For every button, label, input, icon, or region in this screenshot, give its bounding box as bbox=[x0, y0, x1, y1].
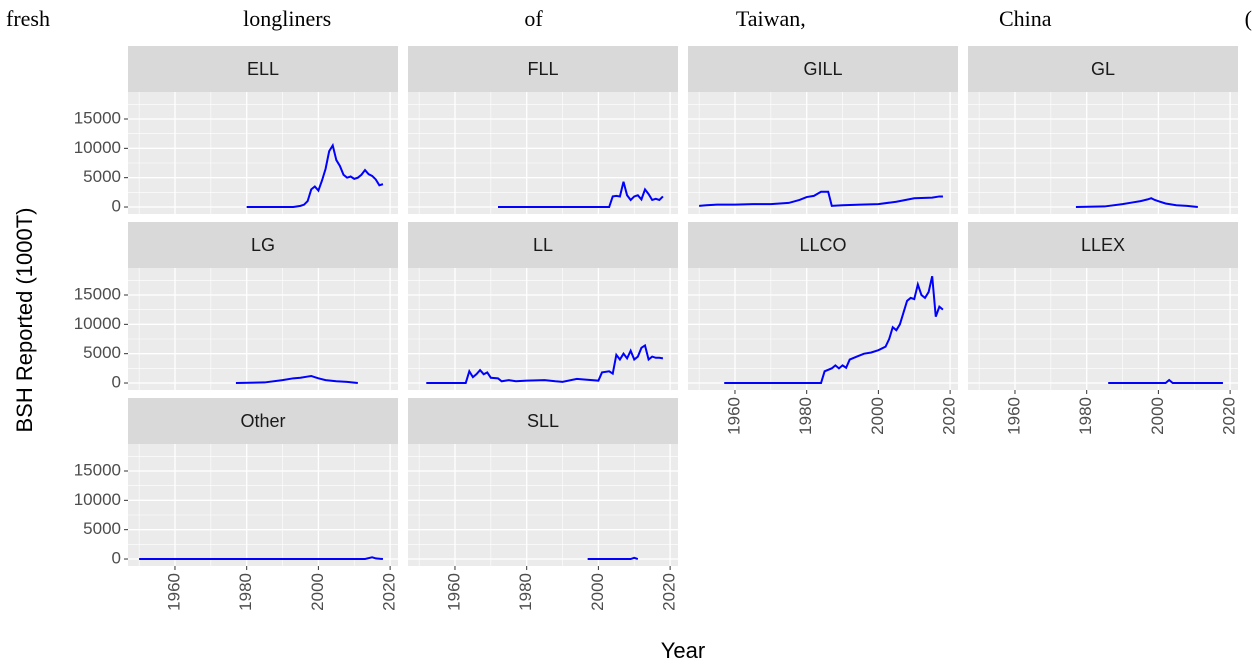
x-axis-title: Year bbox=[661, 638, 705, 663]
x-tick-label: 1960 bbox=[724, 397, 743, 435]
y-tick-label: 0 bbox=[112, 373, 121, 392]
panel-background bbox=[408, 92, 678, 214]
x-tick-label: 2020 bbox=[940, 397, 959, 435]
y-tick-label: 5000 bbox=[83, 167, 121, 186]
strip bbox=[128, 222, 398, 268]
header-word: fresh bbox=[6, 6, 50, 31]
strip-label: GILL bbox=[803, 59, 842, 79]
x-tick-label: 2020 bbox=[660, 573, 679, 611]
line bbox=[246, 142, 384, 209]
strip bbox=[128, 398, 398, 444]
panel-background bbox=[408, 268, 678, 390]
strip bbox=[968, 222, 1238, 268]
x-tick-label: 1980 bbox=[1076, 397, 1095, 435]
line bbox=[139, 556, 384, 561]
line bbox=[1108, 378, 1223, 385]
x-tick-label: 2000 bbox=[308, 573, 327, 611]
strip-label: LLCO bbox=[799, 235, 846, 255]
y-tick-label: 5000 bbox=[83, 519, 121, 538]
panel-background bbox=[128, 444, 398, 566]
panel-background bbox=[968, 92, 1238, 214]
x-tick-label: 1980 bbox=[236, 573, 255, 611]
x-tick-label: 2000 bbox=[588, 573, 607, 611]
x-tick-label: 2020 bbox=[380, 573, 399, 611]
strip bbox=[408, 222, 678, 268]
x-tick-label: 2000 bbox=[868, 397, 887, 435]
header-word: Taiwan, bbox=[735, 6, 806, 31]
strip-label: LL bbox=[533, 235, 553, 255]
panel-background bbox=[128, 268, 398, 390]
line bbox=[498, 181, 664, 209]
strip bbox=[128, 46, 398, 92]
y-tick-label: 15000 bbox=[74, 284, 121, 303]
line bbox=[1075, 197, 1198, 209]
panel-background bbox=[968, 268, 1238, 390]
header-word: longliners bbox=[243, 6, 332, 31]
x-tick-label: 1960 bbox=[444, 573, 463, 611]
line bbox=[699, 190, 943, 207]
panel-background bbox=[408, 444, 678, 566]
header-word: China bbox=[998, 6, 1052, 31]
panel-background bbox=[128, 92, 398, 214]
header-text: fresh longliners of Taiwan, China ( bbox=[0, 6, 1252, 36]
strip bbox=[968, 46, 1238, 92]
line bbox=[587, 556, 639, 561]
x-tick-label: 1960 bbox=[164, 573, 183, 611]
header-word: of bbox=[524, 6, 543, 31]
strip bbox=[408, 398, 678, 444]
x-tick-label: 1980 bbox=[796, 397, 815, 435]
strip-label: GL bbox=[1091, 59, 1115, 79]
y-tick-label: 0 bbox=[112, 197, 121, 216]
panel-background bbox=[688, 92, 958, 214]
y-axis-title: BSH Reported (1000T) bbox=[12, 208, 37, 433]
strip bbox=[688, 222, 958, 268]
y-tick-label: 10000 bbox=[74, 138, 121, 157]
y-tick-label: 10000 bbox=[74, 314, 121, 333]
x-tick-label: 1980 bbox=[516, 573, 535, 611]
line bbox=[426, 343, 664, 385]
y-tick-label: 10000 bbox=[74, 490, 121, 509]
strip-label: LG bbox=[251, 235, 275, 255]
strip-label: Other bbox=[240, 411, 285, 431]
line bbox=[235, 374, 358, 385]
x-tick-label: 2020 bbox=[1220, 397, 1239, 435]
x-tick-label: 1960 bbox=[1004, 397, 1023, 435]
strip bbox=[408, 46, 678, 92]
header-word: ( bbox=[1244, 6, 1252, 31]
strip-label: LLEX bbox=[1081, 235, 1125, 255]
x-tick-label: 2000 bbox=[1148, 397, 1167, 435]
y-tick-label: 0 bbox=[112, 549, 121, 568]
strip-label: ELL bbox=[247, 59, 279, 79]
strip-label: SLL bbox=[527, 411, 559, 431]
strip-label: FLL bbox=[527, 59, 558, 79]
line bbox=[724, 275, 944, 385]
strip bbox=[688, 46, 958, 92]
y-tick-label: 15000 bbox=[74, 108, 121, 127]
y-tick-label: 5000 bbox=[83, 343, 121, 362]
panel-background bbox=[688, 268, 958, 390]
y-tick-label: 15000 bbox=[74, 460, 121, 479]
